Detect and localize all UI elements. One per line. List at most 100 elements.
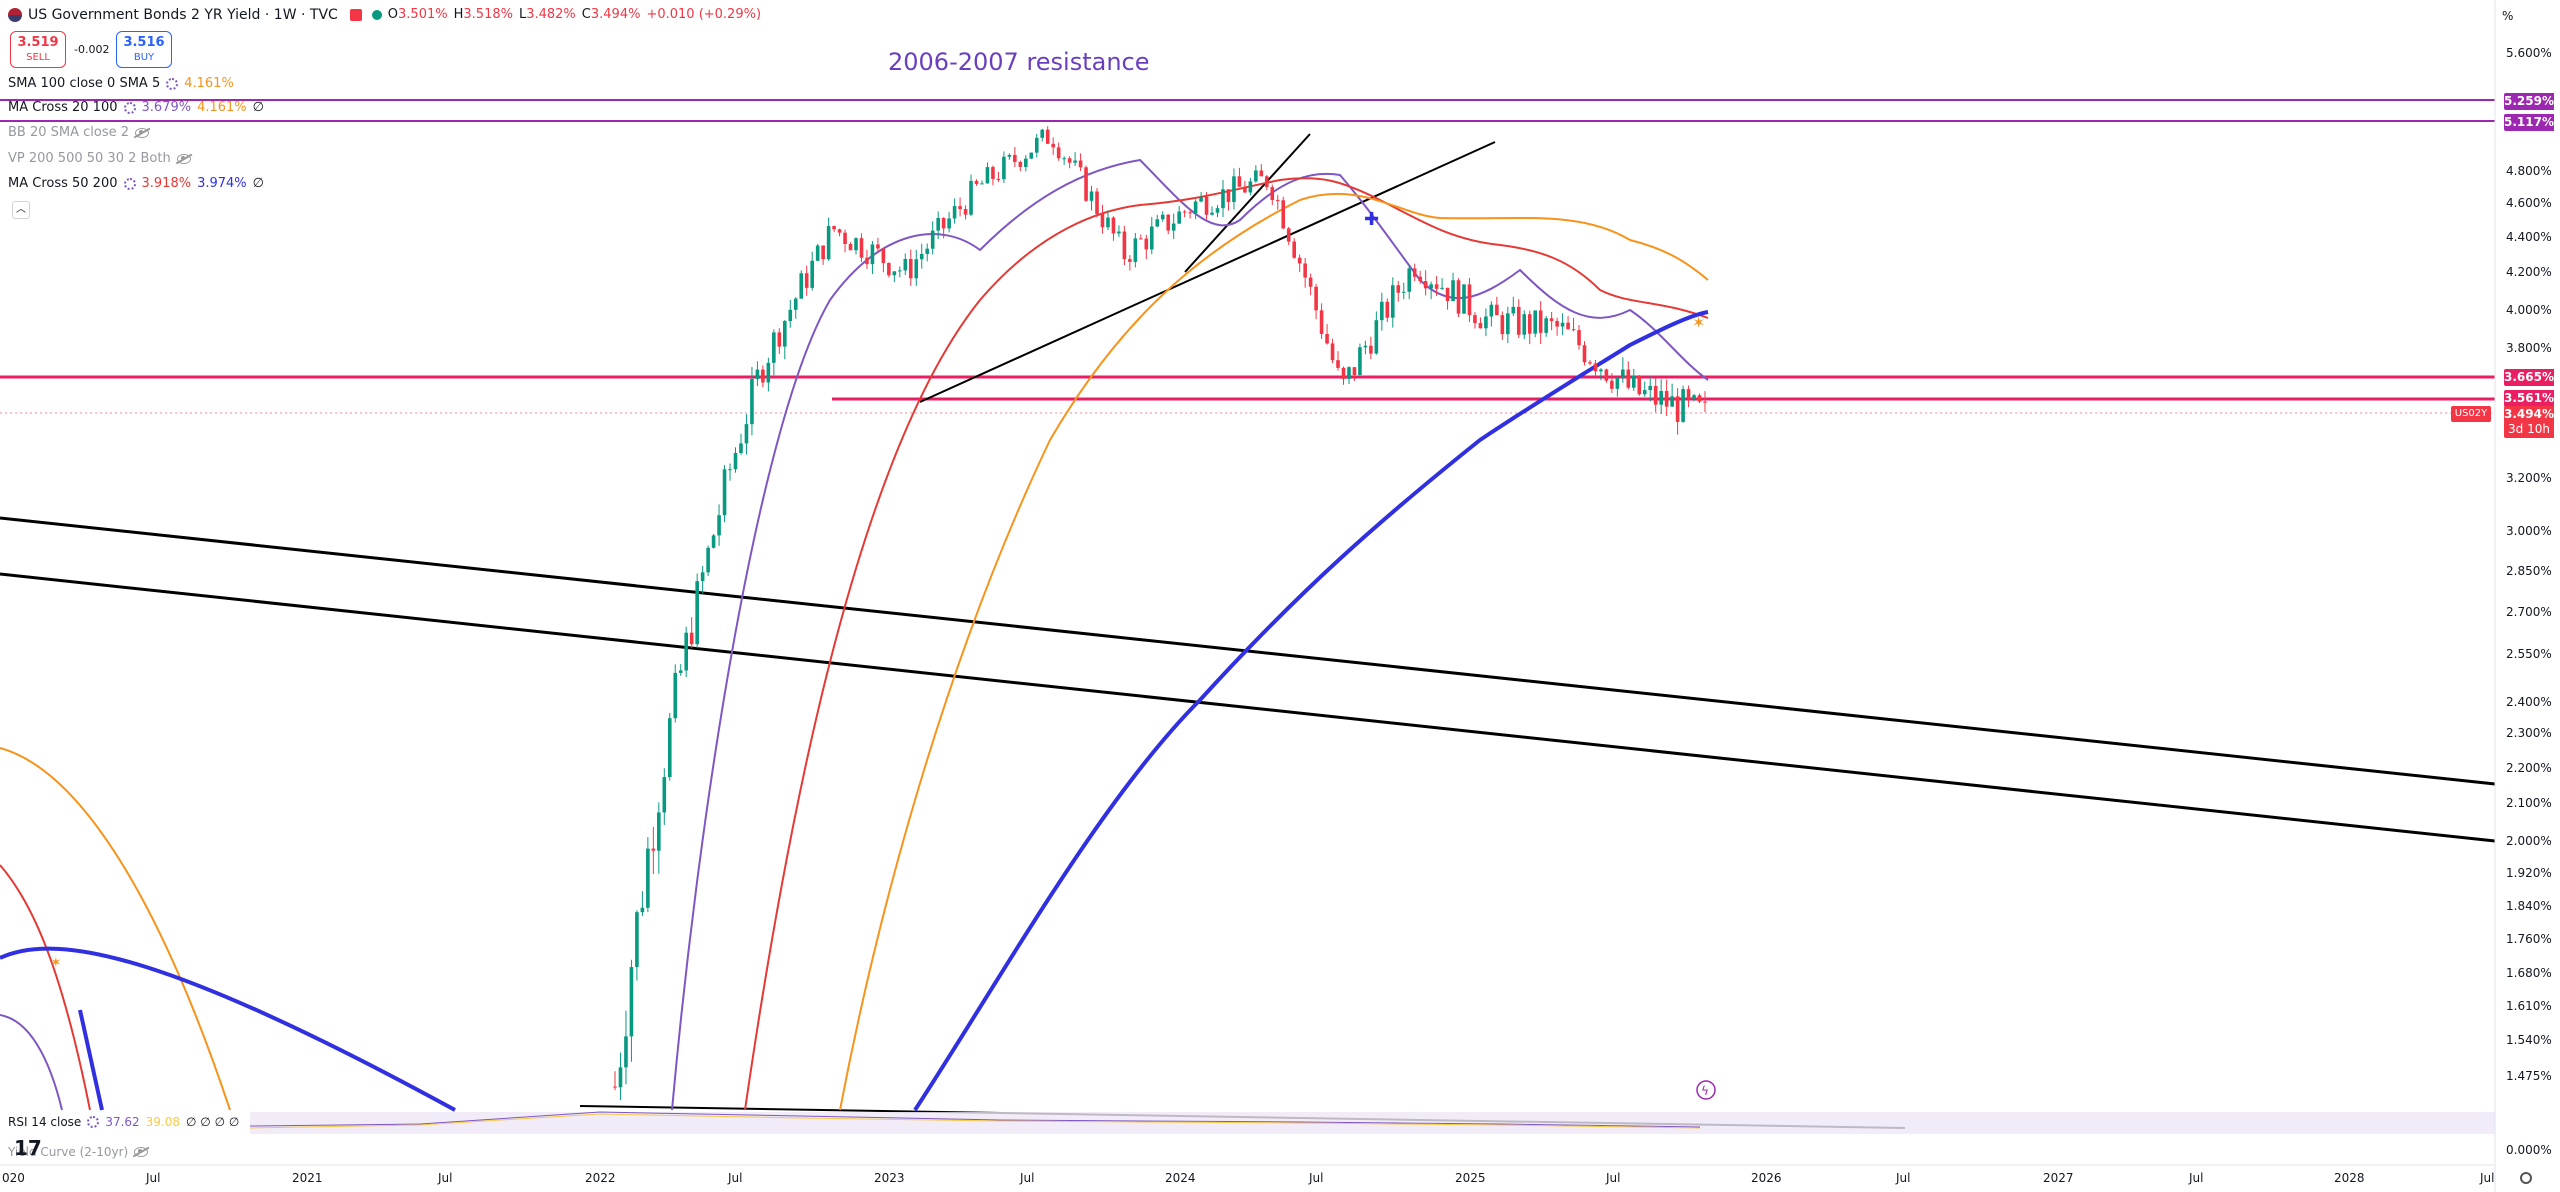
candle-body: [1675, 396, 1680, 422]
candle-body: [1599, 369, 1603, 372]
candle-body: [952, 206, 957, 219]
price-tick: 3.200%: [2506, 471, 2552, 485]
candle-body: [1697, 395, 1702, 402]
ohlc-close: C3.494%: [581, 7, 641, 22]
buy-button[interactable]: 3.516 BUY: [116, 31, 172, 68]
indicator-sma100[interactable]: SMA 100 close 0 SMA 5 4.161%: [8, 75, 234, 93]
candle-body: [1177, 211, 1181, 224]
candle-body: [1248, 181, 1253, 193]
lightning-marker-icon[interactable]: [1696, 1080, 1716, 1100]
candle-body: [613, 1086, 617, 1088]
price-tick: 2.700%: [2506, 605, 2552, 619]
chart-settings-icon[interactable]: [2520, 1172, 2532, 1184]
hidden-eye-icon[interactable]: [135, 128, 150, 138]
candle-body: [673, 672, 678, 719]
candle-body: [1670, 396, 1674, 407]
candle-body: [810, 260, 814, 288]
candle-body: [991, 167, 995, 179]
candle-body: [700, 572, 705, 582]
indicator-ma-cross-20-100[interactable]: MA Cross 20 100 3.679% 4.161% ∅: [8, 99, 264, 117]
indicator-label: BB 20 SMA close 2: [8, 125, 130, 140]
rsi-line: [249, 1111, 1701, 1128]
price-tick: 2.300%: [2506, 726, 2552, 740]
trendline-rising-short[interactable]: [1184, 133, 1311, 273]
candle-body: [1412, 268, 1417, 277]
candlestick-series[interactable]: [613, 126, 1707, 1101]
price-tick: 2.200%: [2506, 761, 2552, 775]
indicator-vp[interactable]: VP 200 500 50 30 2 Both: [8, 150, 191, 168]
indicator-value: 4.161%: [184, 76, 234, 91]
indicator-label: SMA 100 close 0 SMA 5: [8, 76, 161, 91]
candle-body: [1237, 176, 1242, 187]
candle-body: [1549, 318, 1554, 321]
candle-body: [1642, 390, 1647, 395]
candle-body: [799, 273, 804, 299]
candle-body: [1363, 345, 1368, 348]
ohlc-change: +0.010 (+0.29%): [646, 7, 762, 22]
candle-body: [1232, 176, 1236, 202]
candle-body: [898, 270, 902, 272]
candle-body: [941, 217, 946, 229]
candle-body: [1374, 320, 1379, 354]
candle-body: [1664, 390, 1669, 407]
sell-button[interactable]: 3.519 SELL: [10, 31, 66, 68]
rsi-legend[interactable]: RSI 14 close 37.62 39.08 ∅ ∅ ∅ ∅: [8, 1113, 239, 1131]
candle-body: [684, 632, 689, 671]
candle-body: [706, 547, 710, 573]
candle-body: [1084, 167, 1088, 201]
time-tick: Jul: [1896, 1171, 1911, 1185]
collapse-legend-icon[interactable]: ︿: [12, 201, 30, 219]
candle-body: [629, 967, 634, 1037]
candle-body: [793, 298, 798, 310]
candle-body: [1440, 287, 1444, 289]
yield-curve-legend[interactable]: Yield Curve (2-10yr): [8, 1143, 149, 1161]
trendline-rising-long[interactable]: [919, 141, 1496, 403]
candle-body: [1555, 320, 1559, 327]
settings-icon[interactable]: [123, 102, 136, 114]
trendline-channel-bottom[interactable]: [0, 572, 2496, 843]
candle-body: [1286, 228, 1291, 242]
tradingview-logo[interactable]: 17: [14, 1136, 42, 1160]
price-axis[interactable]: % 5.600% 4.800% 4.600% 4.400% 4.200% 4.000% 3.8…: [2496, 0, 2560, 1165]
price-tick: 1.920%: [2506, 866, 2552, 880]
candle-body: [761, 369, 765, 383]
time-tick: Jul: [146, 1171, 161, 1185]
settings-icon[interactable]: [87, 1116, 100, 1128]
candle-body: [969, 180, 973, 215]
candle-body: [1018, 162, 1023, 167]
candle-body: [1380, 301, 1384, 321]
settings-icon[interactable]: [166, 78, 179, 90]
time-axis[interactable]: 020 Jul 2021 Jul 2022 Jul 2023 Jul 2024 Jul 2025 Ju…: [0, 1166, 2495, 1192]
sma-orange-curve: [839, 192, 1709, 1111]
price-tag: 3.494%: [2504, 406, 2554, 423]
indicator-ma-cross-50-200[interactable]: MA Cross 50 200 3.918% 3.974% ∅: [8, 175, 264, 193]
candle-body: [1401, 291, 1406, 293]
candle-body: [1692, 395, 1696, 399]
resistance-annotation[interactable]: 2006-2007 resistance: [888, 48, 1150, 76]
price-tag: 3d 10h: [2504, 421, 2554, 438]
candle-body: [1128, 259, 1132, 262]
buy-label: BUY: [133, 52, 155, 63]
candle-body: [996, 178, 1001, 180]
hidden-eye-icon[interactable]: [176, 154, 191, 164]
ma-violet-curve: [671, 158, 1709, 1111]
settings-icon[interactable]: [123, 178, 136, 190]
candle-body: [1396, 285, 1401, 293]
symbol-title[interactable]: US Government Bonds 2 YR Yield · 1W · TV…: [28, 7, 338, 23]
alert-icon[interactable]: [349, 9, 362, 21]
candle-body: [1133, 238, 1138, 262]
candle-body: [1456, 280, 1461, 314]
indicator-bb[interactable]: BB 20 SMA close 2: [8, 124, 150, 142]
candle-body: [717, 515, 721, 536]
symbol-legend[interactable]: US Government Bonds 2 YR Yield · 1W · TV…: [8, 6, 761, 24]
candle-body: [865, 257, 869, 265]
candle-body: [1259, 170, 1264, 177]
candle-body: [1106, 217, 1110, 228]
candle-body: [667, 718, 672, 778]
candle-body: [1111, 217, 1116, 234]
candle-body: [772, 332, 776, 363]
candle-body: [1358, 347, 1362, 375]
candle-body: [1615, 377, 1620, 389]
hidden-eye-icon[interactable]: [134, 1147, 149, 1157]
